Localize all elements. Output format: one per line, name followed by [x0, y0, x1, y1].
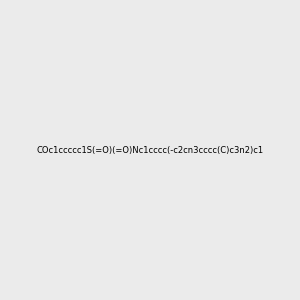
Text: COc1ccccc1S(=O)(=O)Nc1cccc(-c2cn3cccc(C)c3n2)c1: COc1ccccc1S(=O)(=O)Nc1cccc(-c2cn3cccc(C)…: [36, 146, 264, 154]
